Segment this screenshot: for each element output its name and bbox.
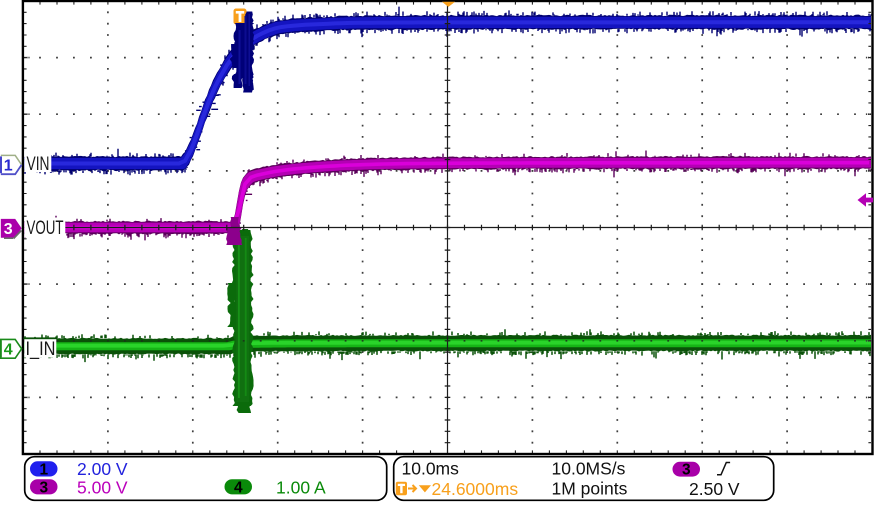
svg-text:VIN: VIN xyxy=(27,154,50,175)
svg-text:3: 3 xyxy=(4,221,13,238)
svg-text:2.50 V: 2.50 V xyxy=(689,479,740,499)
svg-text:10.0MS/s: 10.0MS/s xyxy=(552,458,626,478)
svg-text:24.6000ms: 24.6000ms xyxy=(432,479,519,499)
svg-text:2.00 V: 2.00 V xyxy=(77,459,128,479)
svg-text:1M points: 1M points xyxy=(552,478,628,498)
svg-text:4: 4 xyxy=(234,479,243,496)
svg-text:1: 1 xyxy=(4,158,13,175)
svg-text:1: 1 xyxy=(39,461,48,478)
svg-text:I_IN: I_IN xyxy=(26,339,56,360)
svg-text:1.00 A: 1.00 A xyxy=(276,478,326,498)
svg-text:3: 3 xyxy=(682,462,691,479)
svg-text:4: 4 xyxy=(4,342,13,359)
svg-text:3: 3 xyxy=(39,479,48,496)
svg-text:10.0ms: 10.0ms xyxy=(402,458,460,478)
svg-text:VOUT: VOUT xyxy=(27,218,64,239)
svg-text:5.00 V: 5.00 V xyxy=(77,478,128,498)
